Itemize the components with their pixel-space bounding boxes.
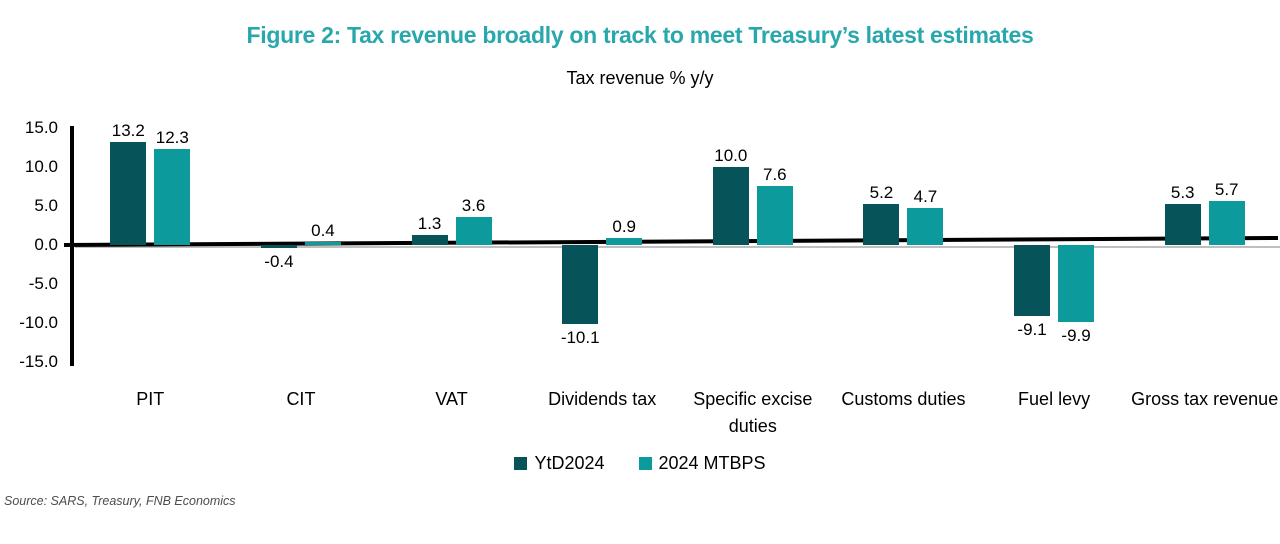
x-axis-label-customs-duties: Customs duties bbox=[841, 389, 966, 409]
bar-2024-mtbps-customs-duties bbox=[907, 208, 944, 245]
legend-label: 2024 MTBPS bbox=[658, 453, 766, 473]
bar-value-label: 5.2 bbox=[869, 183, 894, 203]
bar-value-label: 13.2 bbox=[111, 121, 145, 141]
bar-value-label: 4.7 bbox=[913, 187, 938, 207]
bar-value-label: -0.4 bbox=[264, 252, 294, 272]
x-axis-label-dividends-tax: Dividends tax bbox=[548, 389, 657, 409]
bar-value-label: 1.3 bbox=[417, 213, 442, 233]
bar-2024-mtbps-fuel-levy bbox=[1058, 245, 1095, 323]
x-axis-label-fuel-levy: Fuel levy bbox=[1018, 389, 1091, 409]
x-axis-label-cit: CIT bbox=[286, 389, 316, 409]
bar-value-label: 3.6 bbox=[461, 195, 486, 215]
bar-ytd2024-cit bbox=[260, 245, 297, 249]
bar-ytd2024-customs-duties bbox=[863, 204, 900, 245]
bar-2024-mtbps-pit bbox=[154, 149, 191, 245]
y-axis-tick: 15.0 bbox=[24, 118, 58, 137]
bar-ytd2024-dividends-tax bbox=[562, 245, 599, 324]
bar-value-label: 5.3 bbox=[1170, 182, 1195, 202]
bar-ytd2024-specific-excise-duties bbox=[712, 167, 749, 245]
legend-item-ytd2024: YtD2024 bbox=[514, 453, 605, 474]
bar-value-label: 12.3 bbox=[155, 128, 189, 148]
bar-ytd2024-vat bbox=[411, 234, 448, 245]
source-note: Source: SARS, Treasury, FNB Economics bbox=[4, 494, 236, 508]
bar-value-label: -10.1 bbox=[560, 327, 600, 347]
bar-ytd2024-fuel-levy bbox=[1014, 245, 1051, 316]
x-axis-label-specific-excise-duties: Specific excise duties bbox=[693, 389, 813, 436]
legend-swatch-icon bbox=[514, 457, 528, 470]
bar-ytd2024-pit bbox=[110, 142, 147, 245]
bar-2024-mtbps-cit bbox=[304, 241, 341, 245]
bar-2024-mtbps-gross-tax-revenue bbox=[1208, 200, 1245, 245]
chart-title: Tax revenue % y/y bbox=[566, 68, 714, 88]
y-axis-tick: 0.0 bbox=[34, 235, 58, 254]
y-axis-tick: -10.0 bbox=[19, 313, 58, 332]
x-axis-label-vat: VAT bbox=[435, 389, 468, 409]
x-axis-label-gross-tax-revenue: Gross tax revenue bbox=[1131, 389, 1279, 409]
bar-value-label: -9.1 bbox=[1017, 319, 1047, 339]
bar-value-label: 10.0 bbox=[714, 146, 748, 165]
bar-2024-mtbps-vat bbox=[455, 216, 492, 245]
bar-value-label: 0.9 bbox=[612, 216, 636, 236]
legend-swatch-icon bbox=[638, 457, 652, 470]
x-axis-label-pit: PIT bbox=[136, 389, 165, 409]
bar-value-label: -9.9 bbox=[1061, 326, 1091, 346]
bar-2024-mtbps-specific-excise-duties bbox=[756, 185, 793, 245]
bar-value-label: 5.7 bbox=[1214, 179, 1239, 199]
figure-title: Figure 2: Tax revenue broadly on track t… bbox=[246, 22, 1034, 48]
legend: YtD2024 2024 MTBPS bbox=[0, 453, 1280, 474]
y-axis-tick: -5.0 bbox=[28, 274, 58, 293]
x-axis-baseline bbox=[75, 246, 1280, 248]
bar-value-label: 7.6 bbox=[762, 164, 787, 184]
y-axis-tick: 10.0 bbox=[24, 157, 58, 176]
bar-ytd2024-gross-tax-revenue bbox=[1164, 203, 1201, 245]
bar-2024-mtbps-dividends-tax bbox=[606, 237, 643, 245]
bar-value-label: 0.4 bbox=[311, 220, 335, 240]
legend-label: YtD2024 bbox=[534, 453, 605, 473]
y-axis-tick: 5.0 bbox=[34, 196, 58, 215]
y-axis-tick: -15.0 bbox=[19, 352, 58, 371]
legend-item-2024-mtbps: 2024 MTBPS bbox=[638, 453, 766, 474]
